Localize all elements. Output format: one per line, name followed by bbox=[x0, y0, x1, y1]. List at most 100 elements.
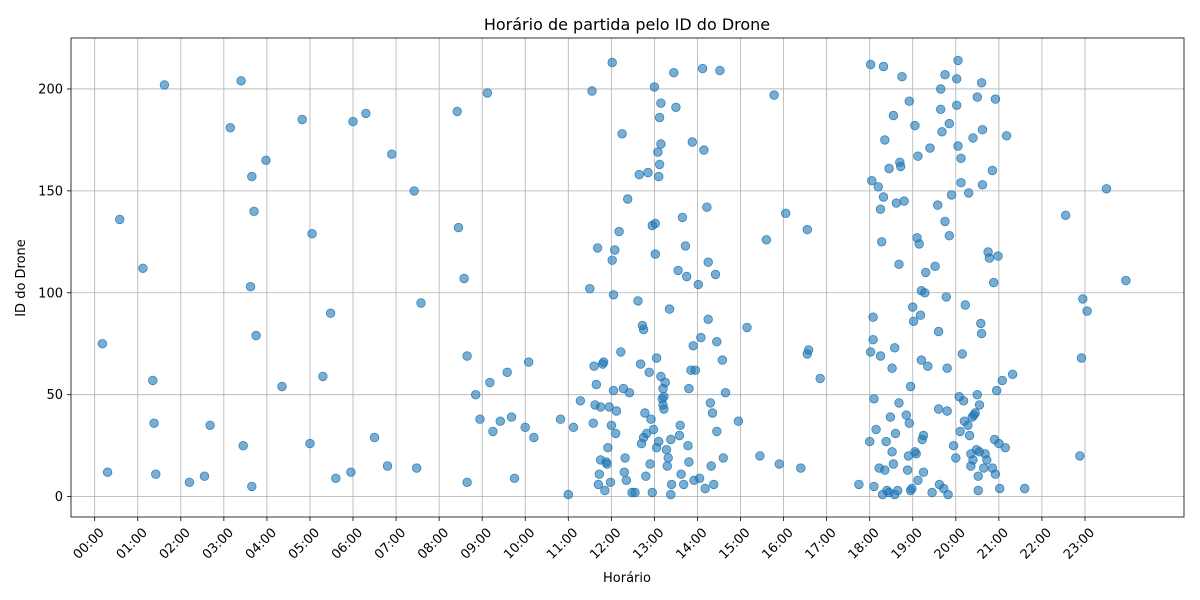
scatter-point bbox=[951, 453, 961, 463]
scatter-point bbox=[976, 78, 987, 88]
y-tick-label: 0 bbox=[55, 490, 63, 505]
scatter-point bbox=[638, 324, 649, 335]
scatter-point bbox=[617, 129, 627, 139]
scatter-point bbox=[930, 261, 940, 272]
scatter-point bbox=[646, 414, 656, 424]
scatter-point bbox=[656, 98, 666, 108]
scatter-point bbox=[927, 487, 937, 498]
scatter-point bbox=[802, 224, 813, 235]
scatter-point bbox=[647, 487, 658, 498]
scatter-point bbox=[682, 271, 692, 282]
scatter-point bbox=[890, 428, 901, 439]
scatter-point bbox=[958, 396, 969, 406]
scatter-point bbox=[593, 479, 604, 490]
scatter-point bbox=[902, 465, 913, 475]
scatter-point bbox=[960, 300, 971, 310]
scatter-point bbox=[592, 243, 603, 253]
x-tick-label: 11:00 bbox=[544, 525, 581, 562]
scatter-point bbox=[696, 332, 706, 343]
scatter-point bbox=[803, 345, 814, 355]
x-tick-label: 08:00 bbox=[415, 525, 452, 562]
scatter-point bbox=[990, 469, 1001, 479]
scatter-point bbox=[979, 463, 989, 473]
scatter-point bbox=[666, 489, 676, 500]
scatter-point bbox=[815, 373, 825, 384]
scatter-point bbox=[891, 198, 902, 208]
scatter-point bbox=[1121, 275, 1131, 286]
scatter-point bbox=[925, 143, 935, 153]
y-tick-label: 200 bbox=[38, 82, 63, 97]
scatter-point bbox=[916, 355, 927, 365]
scatter-point bbox=[666, 479, 677, 490]
x-tick-label: 04:00 bbox=[243, 525, 280, 562]
scatter-point bbox=[495, 416, 506, 426]
scatter-point bbox=[297, 114, 307, 125]
scatter-point bbox=[247, 481, 257, 492]
scatter-point bbox=[933, 326, 944, 337]
scatter-point bbox=[887, 363, 897, 373]
scatter-point bbox=[589, 361, 599, 371]
scatter-point bbox=[261, 155, 271, 166]
x-tick-label: 09:00 bbox=[458, 525, 495, 562]
scatter-point bbox=[603, 443, 613, 453]
scatter-point bbox=[936, 104, 946, 115]
scatter-point bbox=[944, 230, 955, 241]
scatter-point bbox=[325, 308, 336, 318]
scatter-point bbox=[995, 483, 1005, 494]
scatter-point bbox=[453, 222, 464, 233]
scatter-point bbox=[910, 120, 920, 131]
scatter-point bbox=[662, 461, 673, 471]
scatter-point bbox=[880, 135, 890, 145]
scatter-point bbox=[923, 361, 933, 371]
scatter-point bbox=[471, 390, 481, 400]
scatter-point bbox=[706, 461, 716, 471]
scatter-point bbox=[699, 145, 709, 155]
scatter-point bbox=[878, 61, 889, 72]
scatter-point bbox=[669, 67, 679, 78]
scatter-point bbox=[687, 137, 698, 147]
chart-title: Horário de partida pelo ID do Drone bbox=[484, 15, 770, 34]
scatter-point bbox=[650, 249, 661, 259]
scatter-point bbox=[868, 312, 878, 322]
scatter-point bbox=[1000, 443, 1011, 453]
scatter-point bbox=[1019, 483, 1030, 494]
scatter-point bbox=[888, 459, 899, 469]
y-axis-ticks: 0 50 100 150 200 bbox=[38, 82, 71, 505]
scatter-point bbox=[387, 149, 397, 159]
scatter-point bbox=[869, 481, 879, 492]
scatter-point bbox=[462, 351, 472, 361]
scatter-point bbox=[953, 55, 963, 66]
scatter-point bbox=[796, 463, 806, 473]
scatter-point bbox=[97, 339, 108, 349]
scatter-point bbox=[346, 467, 356, 477]
scatter-point bbox=[619, 467, 630, 477]
scatter-point bbox=[520, 422, 530, 433]
scatter-point bbox=[675, 420, 685, 431]
scatter-point bbox=[568, 422, 579, 433]
scatter-point bbox=[781, 208, 791, 219]
scatter-point bbox=[854, 479, 864, 490]
scatter-point bbox=[673, 265, 683, 276]
scatter-point bbox=[707, 408, 718, 418]
scatter-point bbox=[890, 343, 900, 353]
scatter-point bbox=[1075, 451, 1085, 461]
scatter-point bbox=[973, 471, 983, 481]
scatter-point bbox=[318, 371, 328, 382]
scatter-point bbox=[881, 436, 891, 447]
scatter-point bbox=[897, 71, 907, 82]
scatter-point bbox=[656, 139, 666, 149]
scatter-point bbox=[880, 465, 890, 475]
scatter-point bbox=[205, 420, 215, 431]
scatter-point bbox=[475, 414, 485, 424]
scatter-point bbox=[653, 147, 663, 157]
scatter-point bbox=[614, 226, 624, 237]
scatter-point bbox=[149, 418, 159, 428]
scatter-point bbox=[643, 167, 653, 178]
scatter-point bbox=[703, 257, 713, 267]
scatter-point bbox=[976, 328, 987, 339]
x-tick-label: 07:00 bbox=[372, 525, 409, 562]
scatter-point bbox=[199, 471, 210, 481]
scatter-point bbox=[894, 398, 904, 408]
scatter-point bbox=[649, 82, 660, 92]
